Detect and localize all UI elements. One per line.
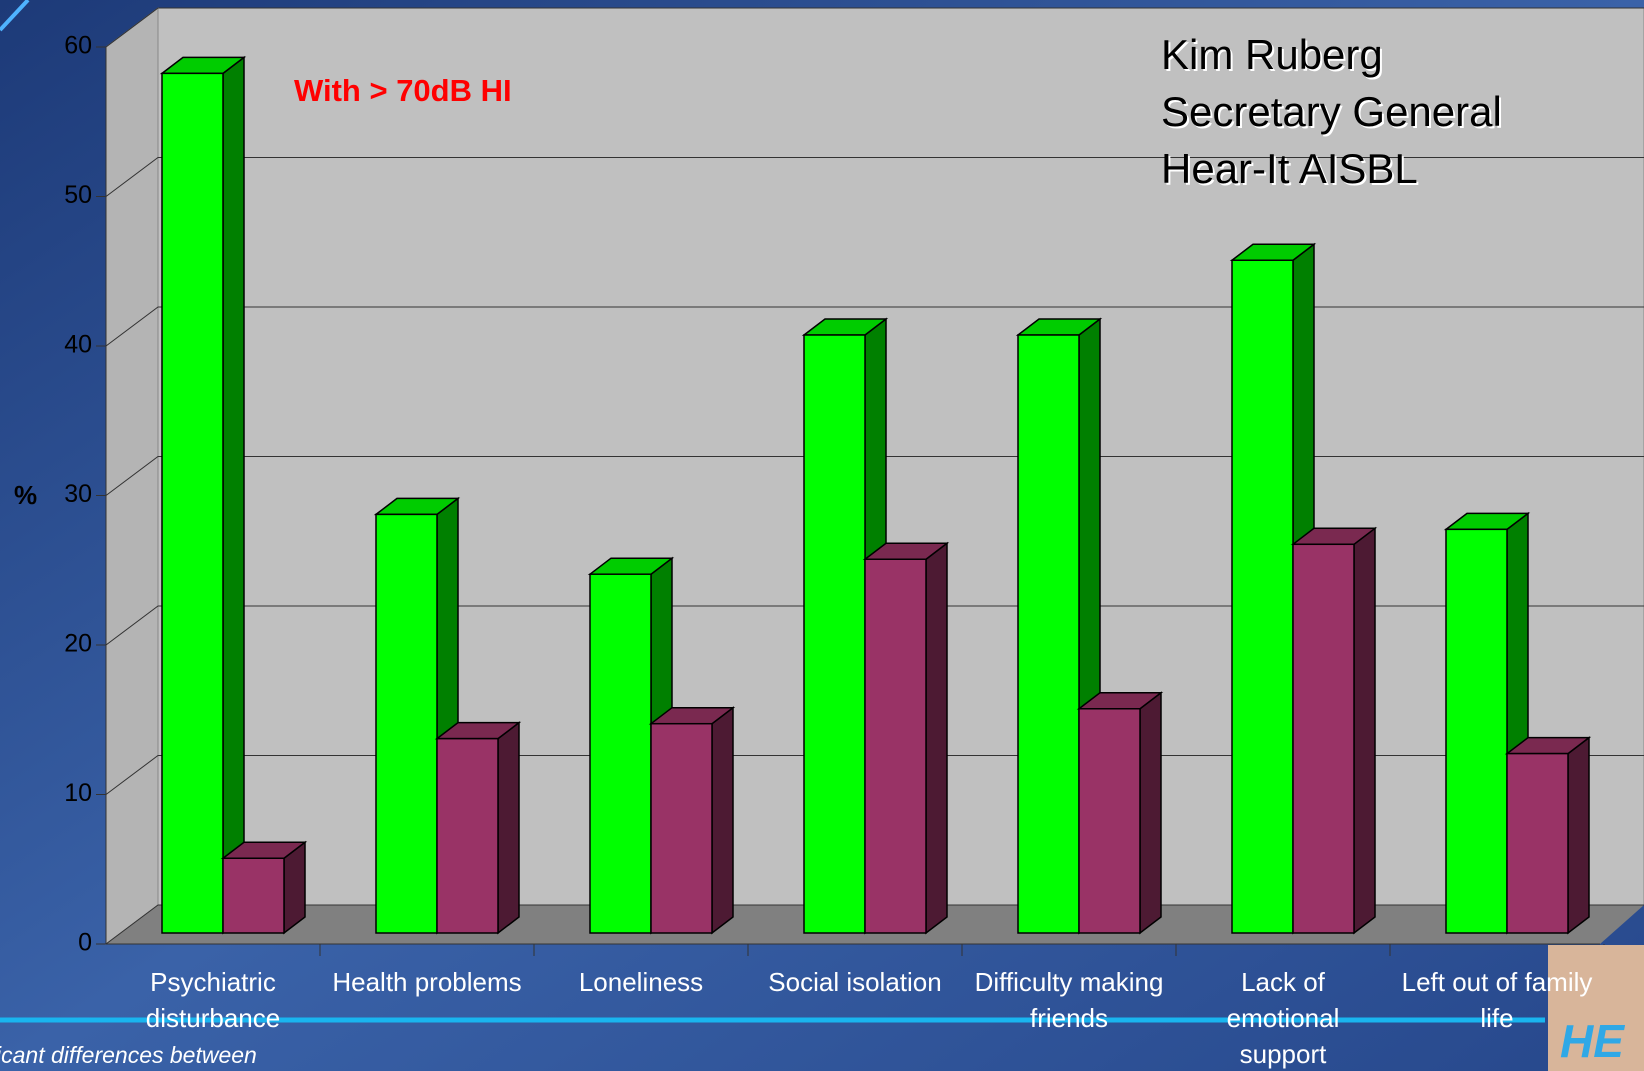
y-tick-label: 40 [64, 331, 92, 359]
x-tick-label: Social isolation [768, 967, 941, 997]
label-line: Loneliness [579, 967, 703, 997]
bar [375, 513, 438, 934]
bar-side [497, 721, 520, 935]
grid-line [105, 7, 1644, 48]
bar [1445, 528, 1508, 934]
plot: 0 10 20 30 40 50 60 [64, 7, 1644, 957]
y-tick-label: 10 [64, 779, 92, 807]
bar-side [711, 706, 734, 935]
grid-line [105, 157, 1644, 197]
y-tick-label: 60 [64, 32, 92, 60]
bar [1231, 259, 1294, 934]
bar-side [1353, 526, 1376, 935]
x-tick-label: Difficulty making friends [975, 967, 1164, 1033]
x-tick-label: Left out of family life [1402, 967, 1593, 1033]
grid-line [105, 456, 1644, 496]
bar [1078, 708, 1141, 934]
label-line: Lack of [1241, 967, 1326, 997]
bar-side [925, 541, 948, 935]
x-tick-label: Lack of emotional support [1227, 967, 1340, 1069]
author-shadow: Secretary General [1163, 90, 1504, 137]
author-line: Kim Ruberg [1161, 31, 1383, 78]
y-tick-label: 20 [64, 630, 92, 658]
footnote: icant differences between [0, 1042, 257, 1068]
bar-side [222, 55, 245, 935]
y-axis-label: % [14, 480, 37, 510]
bar [1017, 334, 1080, 934]
y-tick-label: 50 [64, 181, 92, 209]
logo [1548, 945, 1644, 1071]
bar [803, 334, 866, 934]
y-tick-label: 0 [78, 929, 92, 957]
label-line: emotional [1227, 1003, 1340, 1033]
bar-side [1567, 736, 1590, 935]
label-line: Difficulty making [975, 967, 1164, 997]
bar-side [1139, 691, 1162, 935]
label-line: Health problems [332, 967, 521, 997]
author-line: Secretary General [1161, 88, 1502, 135]
bar [436, 737, 499, 934]
grid-line [105, 605, 1644, 646]
label-line: life [1480, 1003, 1513, 1033]
label-line: Psychiatric [150, 967, 276, 997]
bar [864, 558, 927, 934]
decor-stroke [0, 0, 30, 32]
x-tick-label: Health problems [332, 967, 521, 997]
author-shadow: Kim Ruberg [1163, 33, 1385, 80]
annotation: With > 70dB HI [294, 73, 512, 108]
bar [1506, 752, 1569, 934]
y-tick-label: 30 [64, 480, 92, 508]
bar [650, 722, 713, 934]
label-line: disturbance [146, 1003, 280, 1033]
x-tick-label: Loneliness [579, 967, 703, 997]
bar [161, 72, 224, 934]
bar [222, 857, 285, 934]
label-line: support [1240, 1039, 1327, 1069]
bar [1292, 543, 1355, 934]
author-shadow: Hear-It AISBL [1163, 147, 1420, 194]
label-line: Left out of family [1402, 967, 1593, 997]
label-line: Social isolation [768, 967, 941, 997]
label-line: friends [1030, 1003, 1108, 1033]
author-line: Hear-It AISBL [1161, 145, 1418, 192]
author: Kim Ruberg Kim Ruberg Secretary General … [1161, 31, 1504, 194]
grid-line [105, 306, 1644, 347]
logo-mark: HE [1560, 1015, 1625, 1067]
x-tick-label: Psychiatric disturbance [146, 967, 280, 1033]
bar [589, 573, 652, 934]
